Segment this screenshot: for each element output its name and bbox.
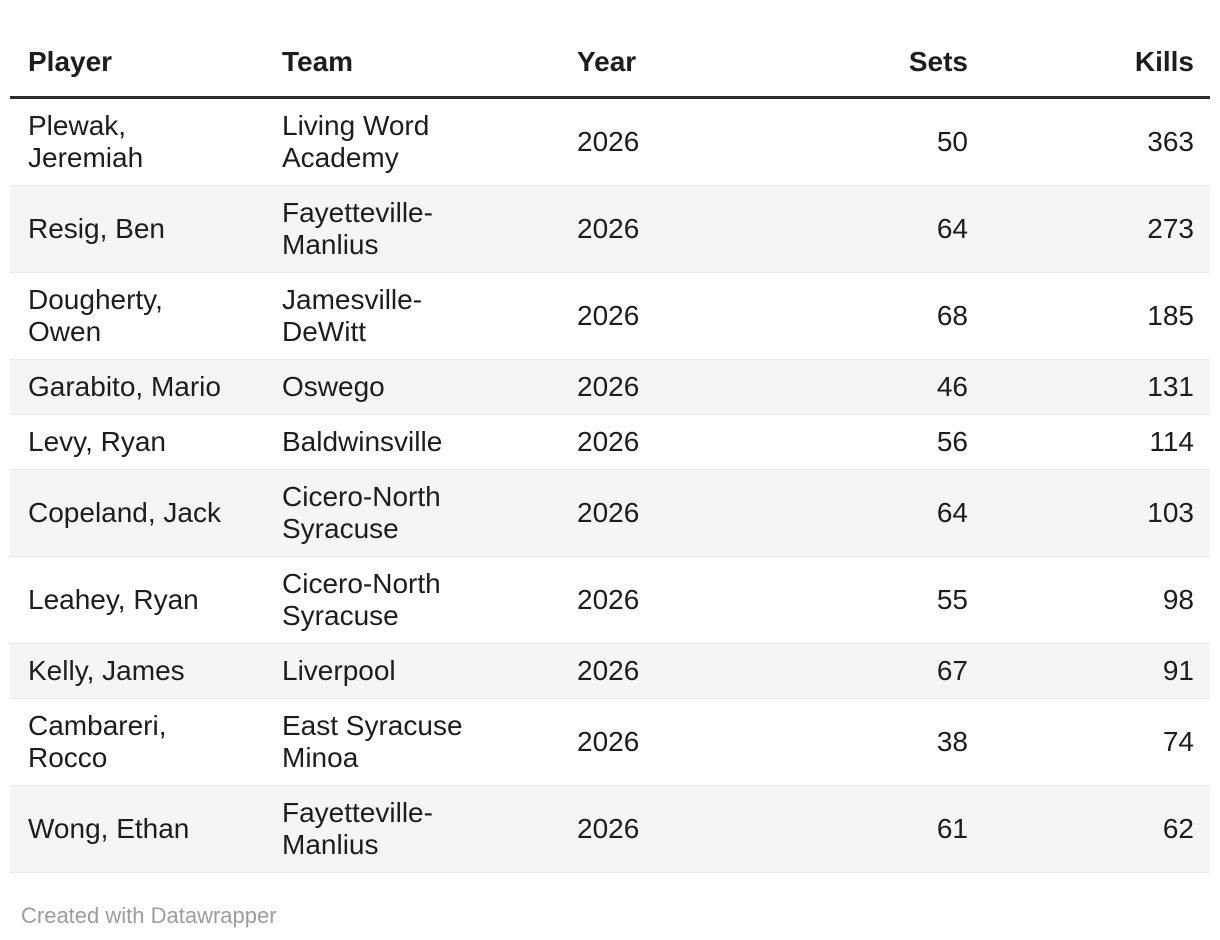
table-header: Player Team Year Sets Kills <box>10 28 1210 98</box>
column-header-year: Year <box>577 46 637 77</box>
cell-kills: 114 <box>1149 426 1194 457</box>
table-row: Garabito, Mario Oswego 2026 46 131 <box>10 359 1210 415</box>
cell-year: 2026 <box>577 726 640 757</box>
cell-team: Jamesville-DeWitt <box>282 284 423 347</box>
column-header-kills: Kills <box>1134 46 1194 77</box>
table-body: Plewak, Jeremiah Living Word Academy 2026 5… <box>10 97 1210 873</box>
cell-year: 2026 <box>577 655 640 686</box>
datawrapper-attribution-link[interactable]: Created with Datawrapper <box>21 903 277 928</box>
table-row: Leahey, Ryan Cicero-North Syracuse 2026 55 9… <box>10 556 1210 644</box>
cell-sets: 46 <box>936 371 968 402</box>
cell-player: Copeland, Jack <box>28 497 222 528</box>
stats-table: Player Team Year Sets Kills Plewak, Jere… <box>10 28 1210 873</box>
table-row: Resig, Ben Fayetteville-Manlius 2026 64 273 <box>10 185 1210 273</box>
column-header-team: Team <box>282 46 354 77</box>
cell-kills: 98 <box>1162 584 1194 615</box>
cell-kills: 185 <box>1147 300 1194 331</box>
cell-sets: 64 <box>936 497 968 528</box>
cell-player: Resig, Ben <box>28 213 165 244</box>
cell-year: 2026 <box>577 213 640 244</box>
table-row: Copeland, Jack Cicero-North Syracuse 2026 6… <box>10 469 1210 557</box>
column-header-player: Player <box>28 46 113 77</box>
cell-player: Garabito, Mario <box>28 371 221 402</box>
cell-player: Leahey, Ryan <box>28 584 199 615</box>
table-row: Wong, Ethan Fayetteville-Manlius 2026 61 62 <box>10 785 1210 873</box>
cell-kills: 103 <box>1147 497 1194 528</box>
cell-kills: 131 <box>1147 371 1194 402</box>
cell-year: 2026 <box>577 371 640 402</box>
cell-year: 2026 <box>577 426 640 457</box>
table-header-row: Player Team Year Sets Kills <box>10 28 1210 98</box>
cell-sets: 67 <box>936 655 968 686</box>
cell-sets: 55 <box>936 584 968 615</box>
table-row: Plewak, Jeremiah Living Word Academy 2026 5… <box>10 97 1210 186</box>
cell-sets: 50 <box>936 126 968 157</box>
cell-year: 2026 <box>577 584 640 615</box>
column-header-sets: Sets <box>908 46 968 77</box>
cell-sets: 56 <box>936 426 968 457</box>
cell-sets: 38 <box>936 726 968 757</box>
table-row: Levy, Ryan Baldwinsville 2026 56 114 <box>10 414 1210 470</box>
cell-team: Liverpool <box>282 655 396 686</box>
cell-year: 2026 <box>577 126 640 157</box>
cell-sets: 68 <box>936 300 968 331</box>
cell-kills: 273 <box>1147 213 1194 244</box>
cell-team: Fayetteville-Manlius <box>282 797 433 860</box>
cell-kills: 363 <box>1147 126 1194 157</box>
cell-player: Levy, Ryan <box>28 426 166 457</box>
cell-year: 2026 <box>577 300 640 331</box>
table-row: Kelly, James Liverpool 2026 67 91 <box>10 643 1210 699</box>
cell-player: Kelly, James <box>28 655 185 686</box>
cell-team: Cicero-North Syracuse <box>282 481 441 544</box>
cell-kills: 74 <box>1162 726 1194 757</box>
cell-player: Dougherty, Owen <box>28 284 163 347</box>
chart-footer: Created with Datawrapper <box>10 903 1210 929</box>
table-row: Cambareri, Rocco East Syracuse Minoa 2026 3… <box>10 698 1210 786</box>
cell-team: Baldwinsville <box>282 426 443 457</box>
cell-team: East Syracuse Minoa <box>282 710 463 773</box>
cell-sets: 61 <box>936 813 968 844</box>
cell-player: Wong, Ethan <box>28 813 190 844</box>
cell-player: Plewak, Jeremiah <box>28 110 144 173</box>
cell-team: Oswego <box>282 371 385 402</box>
cell-team: Cicero-North Syracuse <box>282 568 441 631</box>
cell-sets: 64 <box>936 213 968 244</box>
table-row: Dougherty, Owen Jamesville-DeWitt 2026 68 18… <box>10 272 1210 360</box>
cell-year: 2026 <box>577 813 640 844</box>
cell-player: Cambareri, Rocco <box>28 710 167 773</box>
cell-kills: 62 <box>1162 813 1194 844</box>
cell-team: Living Word Academy <box>282 110 430 173</box>
cell-team: Fayetteville-Manlius <box>282 197 433 260</box>
cell-kills: 91 <box>1162 655 1194 686</box>
cell-year: 2026 <box>577 497 640 528</box>
